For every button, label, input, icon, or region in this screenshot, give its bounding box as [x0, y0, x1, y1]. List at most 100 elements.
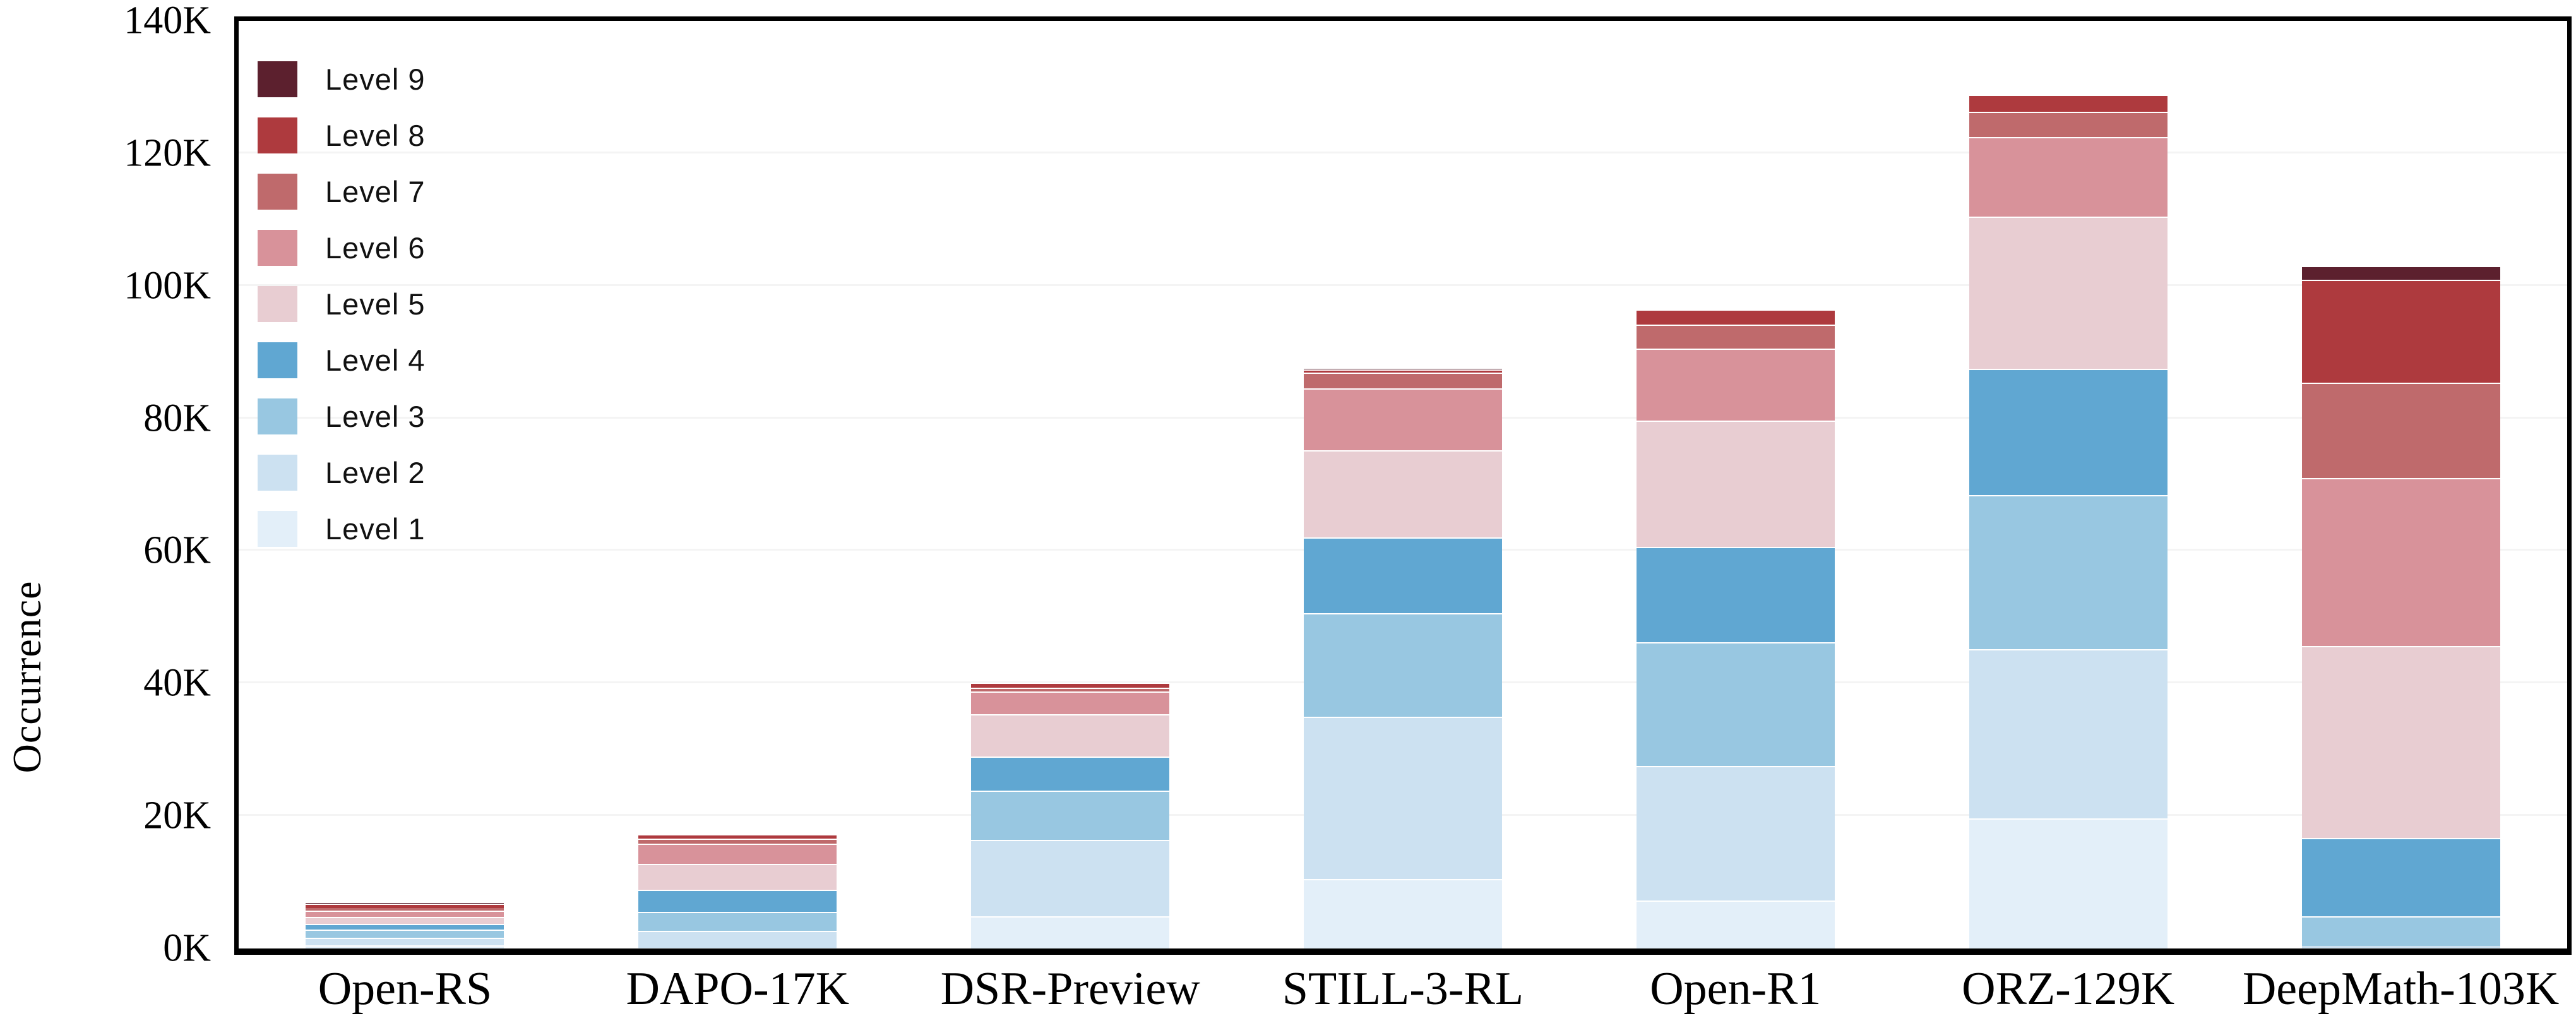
legend-label: Level 9	[325, 63, 426, 96]
segment-STILL-3-RL-level-8[interactable]	[1304, 369, 1502, 373]
band-DSR-Preview	[904, 21, 1237, 948]
segment-STILL-3-RL-level-5[interactable]	[1304, 450, 1502, 538]
segment-DAPO-17K-level-2[interactable]	[638, 930, 837, 948]
y-tick-140K: 140K	[124, 0, 211, 42]
segment-STILL-3-RL-level-3[interactable]	[1304, 613, 1502, 717]
segment-STILL-3-RL-level-4[interactable]	[1304, 537, 1502, 614]
band-STILL-3-RL	[1237, 21, 1570, 948]
segment-Open-RS-level-9[interactable]	[306, 902, 504, 904]
segment-DAPO-17K-level-7[interactable]	[638, 838, 837, 844]
segment-DeepMath-103K-level-2[interactable]	[2301, 945, 2500, 948]
segment-DSR-Preview-level-6[interactable]	[971, 691, 1170, 714]
y-tick-0K: 0K	[163, 926, 211, 970]
segment-DAPO-17K-level-6[interactable]	[638, 844, 837, 864]
y-tick-100K: 100K	[124, 264, 211, 308]
band-DeepMath-103K	[2234, 21, 2567, 948]
x-label-Open-RS: Open-RS	[318, 963, 492, 1015]
segment-DSR-Preview-level-5[interactable]	[971, 714, 1170, 757]
legend-item-level-7: Level 7	[258, 164, 426, 220]
bar-Open-RS[interactable]	[306, 902, 504, 948]
segment-DAPO-17K-level-8[interactable]	[638, 834, 837, 839]
legend-swatch-icon	[258, 511, 297, 547]
segment-DSR-Preview-level-8[interactable]	[971, 683, 1170, 688]
legend-item-level-3: Level 3	[258, 388, 426, 445]
band-Open-R1	[1569, 21, 1902, 948]
bars-container	[239, 21, 2567, 948]
segment-ORZ-129K-level-4[interactable]	[1969, 368, 2168, 496]
x-label-DAPO-17K: DAPO-17K	[626, 963, 850, 1015]
x-label-ORZ-129K: ORZ-129K	[1962, 963, 2175, 1015]
bar-Open-R1[interactable]	[1636, 309, 1835, 948]
x-label-STILL-3-RL: STILL-3-RL	[1282, 963, 1524, 1015]
segment-DSR-Preview-level-3[interactable]	[971, 791, 1170, 840]
segment-Open-R1-level-3[interactable]	[1636, 642, 1835, 767]
legend-item-level-1: Level 1	[258, 501, 426, 557]
segment-ORZ-129K-level-1[interactable]	[1969, 818, 2168, 948]
legend-swatch-icon	[258, 342, 297, 378]
band-Open-RS	[239, 21, 571, 948]
segment-ORZ-129K-level-8[interactable]	[1969, 94, 2168, 112]
segment-Open-RS-level-2[interactable]	[306, 937, 504, 945]
segment-DeepMath-103K-level-9[interactable]	[2301, 266, 2500, 280]
y-tick-20K: 20K	[143, 794, 211, 837]
y-tick-80K: 80K	[143, 397, 211, 440]
segment-Open-RS-level-5[interactable]	[306, 917, 504, 924]
segment-DeepMath-103K-level-8[interactable]	[2301, 280, 2500, 383]
segment-DAPO-17K-level-5[interactable]	[638, 863, 837, 890]
plot-inner: Level 9 Level 8 Level 7 Level 6 Level 5 Level…	[239, 21, 2567, 948]
legend-item-level-8: Level 8	[258, 107, 426, 164]
segment-Open-RS-level-1[interactable]	[306, 945, 504, 948]
segment-Open-R1-level-6[interactable]	[1636, 349, 1835, 421]
legend-label: Level 7	[325, 175, 426, 208]
legend-label: Level 1	[325, 512, 426, 546]
legend: Level 9 Level 8 Level 7 Level 6 Level 5 Level…	[258, 51, 426, 557]
segment-DeepMath-103K-level-7[interactable]	[2301, 382, 2500, 479]
segment-Open-RS-level-7[interactable]	[306, 908, 504, 911]
y-tick-60K: 60K	[143, 529, 211, 572]
legend-label: Level 6	[325, 231, 426, 265]
band-DAPO-17K	[571, 21, 904, 948]
segment-DSR-Preview-level-1[interactable]	[971, 916, 1170, 948]
segment-Open-RS-level-3[interactable]	[306, 930, 504, 938]
legend-swatch-icon	[258, 455, 297, 491]
segment-DSR-Preview-level-7[interactable]	[971, 687, 1170, 691]
segment-DAPO-17K-level-4[interactable]	[638, 889, 837, 912]
legend-item-level-9: Level 9	[258, 51, 426, 107]
segment-STILL-3-RL-level-1[interactable]	[1304, 878, 1502, 948]
segment-DeepMath-103K-level-6[interactable]	[2301, 478, 2500, 646]
bar-ORZ-129K[interactable]	[1969, 94, 2168, 948]
segment-Open-RS-level-8[interactable]	[306, 903, 504, 909]
segment-STILL-3-RL-level-7[interactable]	[1304, 373, 1502, 389]
legend-item-level-6: Level 6	[258, 220, 426, 276]
bar-DAPO-17K[interactable]	[638, 834, 837, 948]
legend-swatch-icon	[258, 230, 297, 266]
segment-Open-R1-level-4[interactable]	[1636, 547, 1835, 643]
bar-DSR-Preview[interactable]	[971, 683, 1170, 948]
segment-Open-RS-level-6[interactable]	[306, 910, 504, 918]
segment-DeepMath-103K-level-5[interactable]	[2301, 645, 2500, 838]
bar-DeepMath-103K[interactable]	[2301, 266, 2500, 948]
segment-ORZ-129K-level-7[interactable]	[1969, 111, 2168, 137]
segment-Open-R1-level-1[interactable]	[1636, 900, 1835, 948]
segment-DeepMath-103K-level-4[interactable]	[2301, 837, 2500, 916]
segment-Open-R1-level-7[interactable]	[1636, 324, 1835, 349]
segment-DAPO-17K-level-3[interactable]	[638, 912, 837, 931]
segment-STILL-3-RL-level-2[interactable]	[1304, 716, 1502, 879]
segment-ORZ-129K-level-2[interactable]	[1969, 649, 2168, 819]
legend-swatch-icon	[258, 286, 297, 322]
segment-DeepMath-103K-level-3[interactable]	[2301, 916, 2500, 946]
segment-Open-R1-level-8[interactable]	[1636, 309, 1835, 325]
segment-Open-RS-level-4[interactable]	[306, 924, 504, 930]
segment-DSR-Preview-level-2[interactable]	[971, 839, 1170, 916]
plot-area: Level 9 Level 8 Level 7 Level 6 Level 5 Level…	[234, 16, 2572, 955]
bar-STILL-3-RL[interactable]	[1304, 368, 1502, 948]
segment-STILL-3-RL-level-6[interactable]	[1304, 388, 1502, 450]
segment-Open-R1-level-5[interactable]	[1636, 420, 1835, 547]
segment-ORZ-129K-level-5[interactable]	[1969, 216, 2168, 369]
segment-Open-R1-level-2[interactable]	[1636, 766, 1835, 901]
y-tick-120K: 120K	[124, 131, 211, 175]
segment-ORZ-129K-level-3[interactable]	[1969, 495, 2168, 649]
segment-ORZ-129K-level-6[interactable]	[1969, 136, 2168, 217]
segment-DSR-Preview-level-4[interactable]	[971, 756, 1170, 791]
